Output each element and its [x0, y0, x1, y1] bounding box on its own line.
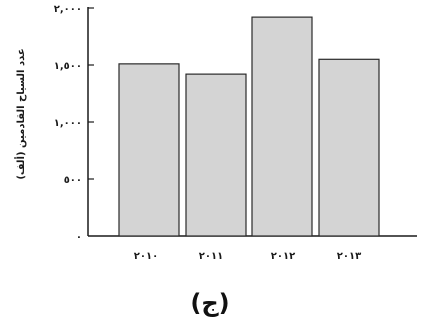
y-tick-label: ٢,٠٠٠	[54, 4, 82, 15]
y-tick-label: ٠	[76, 232, 82, 243]
bars	[118, 16, 380, 237]
x-tick-label: ٢٠١١	[199, 251, 223, 262]
bar	[318, 58, 380, 237]
x-tick-label: ٢٠١٣	[337, 251, 361, 262]
x-tick-label: ٢٠١٠	[134, 251, 158, 262]
y-tick-label: ١,٥٠٠	[54, 61, 82, 72]
figure-caption: (ج)	[190, 289, 229, 317]
bar	[118, 63, 180, 237]
bar	[251, 16, 313, 237]
y-tick-label: ٥٠٠	[64, 175, 82, 186]
x-ticks: ٢٠١٠ ٢٠١١ ٢٠١٢ ٢٠١٣	[134, 251, 361, 262]
y-ticks: ٠ ٥٠٠ ١,٠٠٠ ١,٥٠٠ ٢,٠٠٠	[54, 4, 94, 243]
bar	[185, 73, 247, 237]
x-tick-label: ٢٠١٢	[271, 251, 295, 262]
y-axis-label: عدد السياح القادمين (ألف)	[14, 48, 27, 179]
y-tick-label: ١,٠٠٠	[54, 118, 82, 129]
